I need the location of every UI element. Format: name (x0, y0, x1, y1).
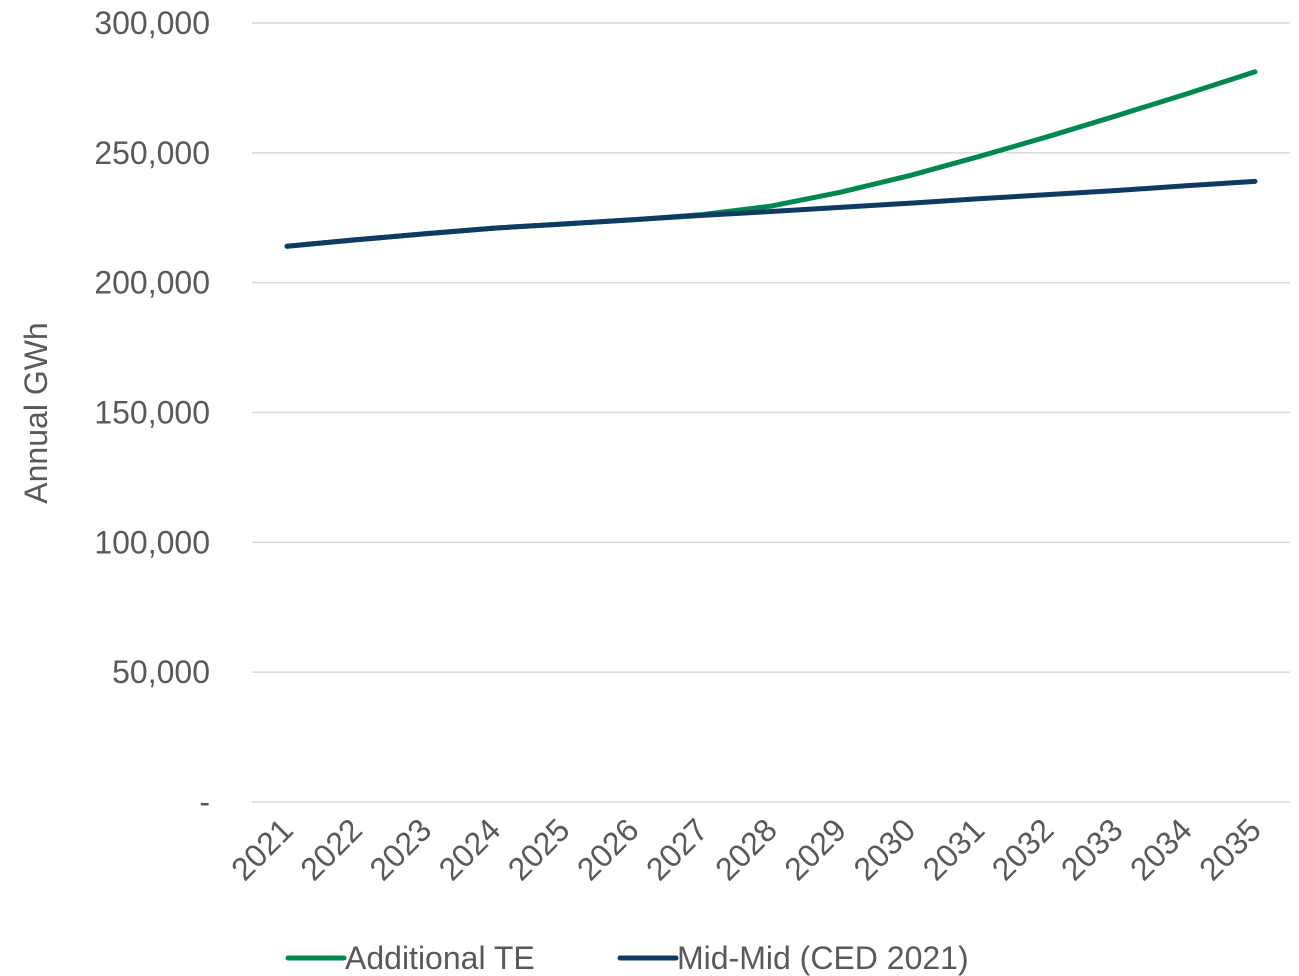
x-tick-label: 2022 (293, 811, 369, 887)
gridlines (252, 22, 1290, 803)
x-tick-label: 2024 (432, 811, 508, 887)
series-line-2 (284, 178, 1258, 249)
y-tick-label: 300,000 (94, 5, 210, 41)
x-tick-label: 2025 (501, 811, 577, 887)
legend-label: Additional TE (345, 940, 535, 976)
series-line-1 (284, 69, 1258, 249)
x-tick-label: 2021 (224, 811, 300, 887)
y-tick-label: - (199, 784, 210, 820)
x-tick-label: 2029 (777, 811, 853, 887)
x-tick-label: 2031 (916, 811, 992, 887)
x-tick-label: 2028 (708, 811, 784, 887)
y-tick-label: 150,000 (94, 395, 210, 431)
x-tick-label: 2035 (1192, 811, 1268, 887)
x-tick-label: 2027 (639, 811, 715, 887)
y-tick-label: 250,000 (94, 135, 210, 171)
x-tick-label: 2034 (1123, 811, 1199, 887)
series-lines (284, 69, 1258, 249)
y-tick-label: 50,000 (112, 654, 210, 690)
x-tick-label: 2023 (362, 811, 438, 887)
y-tick-label: 100,000 (94, 524, 210, 560)
y-tick-label: 200,000 (94, 265, 210, 301)
x-tick-label: 2033 (1054, 811, 1130, 887)
x-tick-label: 2032 (985, 811, 1061, 887)
y-axis-title: Annual GWh (18, 322, 54, 503)
x-axis-tick-labels: 2021202220232024202520262027202820292030… (224, 811, 1268, 887)
y-axis-tick-labels: - 50,000 100,000 150,000 200,000 250,000 300,0… (94, 5, 210, 820)
legend-label: Mid-Mid (CED 2021) (677, 940, 969, 976)
legend: Additional TE Mid-Mid (CED 2021) (285, 940, 969, 976)
x-tick-label: 2026 (570, 811, 646, 887)
x-tick-label: 2030 (846, 811, 922, 887)
